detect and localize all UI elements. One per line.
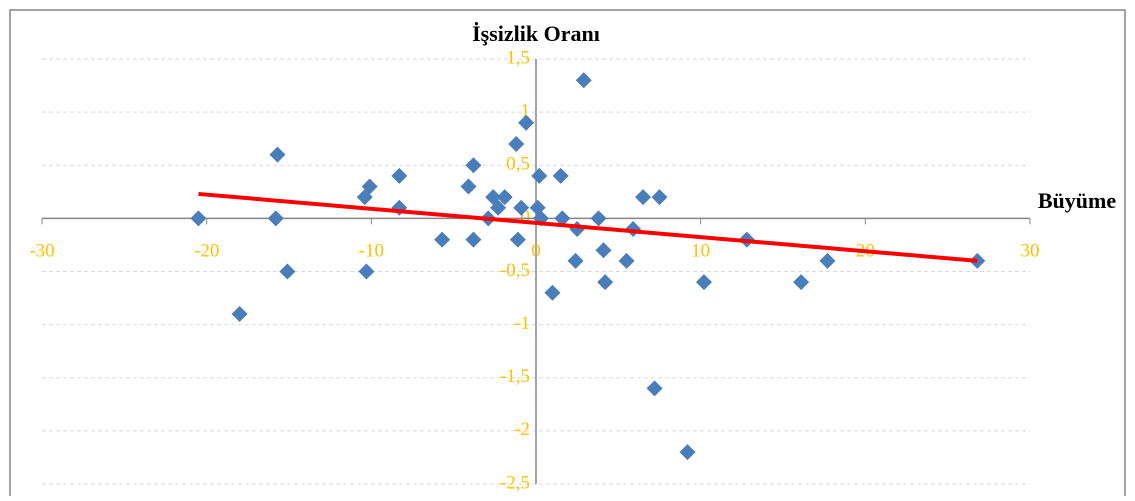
point [590,210,607,227]
y-tick-label: -1 [514,313,530,334]
point [267,210,284,227]
point [595,242,612,259]
y-tick-label: 0,5 [506,154,530,175]
y-tick-label: -2,5 [500,472,530,493]
point [496,189,513,206]
point [552,167,569,184]
point [597,274,614,291]
point [646,380,663,397]
point [231,306,248,322]
point [819,252,836,269]
y-tick-label: 1 [521,100,531,121]
trendline [198,191,978,263]
point [460,178,477,195]
point [391,167,408,184]
point [465,157,482,174]
point [434,231,451,248]
point [269,146,286,163]
point [513,199,530,216]
x-tick-label: 30 [1021,241,1040,262]
x-axis-label: Büyüme [1038,188,1116,213]
point [465,231,482,248]
y-tick-label: 0 [521,207,531,228]
point [490,199,507,216]
point [279,263,296,280]
point [695,274,712,291]
x-tick-label: 10 [691,241,710,262]
point [358,263,375,280]
point [509,231,526,248]
point [544,284,561,301]
x-tick-label: 0 [531,241,541,262]
y-tick-label: -1,5 [500,366,530,387]
y-tick-label: 1,5 [506,47,530,68]
point [567,252,584,269]
x-tick-label: -30 [29,241,54,262]
point [508,136,525,152]
x-tick-label: -20 [194,241,219,262]
point [554,210,571,227]
point [679,444,696,461]
x-tick-label: -10 [359,241,384,262]
point [651,189,668,206]
chart-title: İşsizlik Oranı [472,21,600,46]
y-tick-label: -2 [514,419,530,440]
point [361,178,378,195]
point [518,114,535,131]
point [190,210,207,227]
chart-frame [9,9,1126,501]
point [635,189,652,206]
point [618,252,635,269]
point [531,167,548,184]
point [575,72,592,89]
point [793,274,810,291]
y-tick-label: -0,5 [500,260,530,281]
